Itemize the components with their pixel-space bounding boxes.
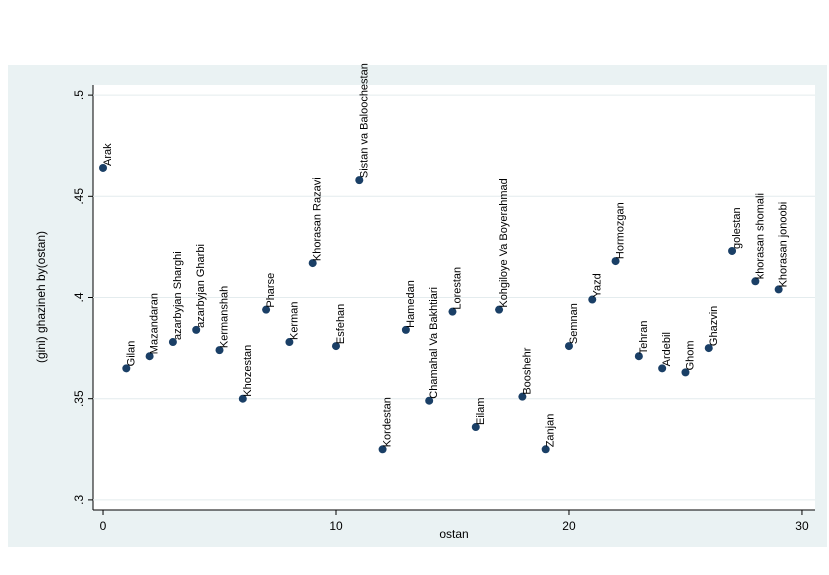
point-label: Hamedan: [405, 280, 417, 328]
point-label: Sistan va Baloochestan: [358, 63, 370, 178]
x-tick-label: 0: [100, 519, 107, 533]
point-label: Eilam: [475, 398, 487, 426]
point-label: golestan: [731, 207, 743, 249]
point-label: Zanjan: [545, 414, 557, 448]
point-label: Ardebil: [661, 332, 673, 366]
point-label: Mazandaran: [149, 293, 161, 354]
y-tick-label: .35: [72, 390, 86, 407]
point-label: Pharse: [265, 273, 277, 308]
x-tick-label: 30: [795, 519, 809, 533]
x-axis-title: ostan: [439, 527, 468, 541]
y-axis-title: (gini) ghazineh by(ostan): [34, 231, 48, 363]
point-label: Tehran: [638, 321, 650, 355]
point-label: Semnan: [568, 303, 580, 344]
point-label: Hormozgan: [615, 202, 627, 259]
point-label: Booshehr: [521, 347, 533, 394]
point-label: Khorasan jonoobi: [778, 202, 790, 288]
point-label: Kohgiloye Va Boyerahmad: [498, 178, 510, 307]
point-label: Lorestan: [451, 267, 463, 310]
y-tick-label: .3: [72, 495, 86, 505]
point-label: azarbyjan Gharbi: [195, 244, 207, 328]
point-label: Kerman: [288, 301, 300, 340]
y-tick-label: .4: [72, 292, 86, 302]
point-label: azarbyjan Sharghi: [172, 251, 184, 340]
point-label: Khozestan: [242, 345, 254, 397]
chart: ostan (gini) ghazineh by(ostan) .3 .35 .4.…: [0, 0, 829, 575]
point-label: Yazd: [591, 273, 603, 297]
point-label: khorasan shomali: [754, 193, 766, 279]
point-label: Esfehan: [335, 304, 347, 344]
point-label: Ghom: [684, 340, 696, 370]
x-tick-label: 20: [562, 519, 576, 533]
point-label: Chamahal Va Bakhtiari: [428, 287, 440, 399]
point-label: Gilan: [125, 341, 137, 367]
point-label: Khorasan Razavi: [312, 177, 324, 261]
point-label: Ghazvin: [708, 306, 720, 346]
x-tick-label: 10: [329, 519, 343, 533]
point-label: Kermanshah: [219, 286, 231, 348]
point-label: Arak: [102, 143, 114, 166]
point-label: Kordestan: [382, 397, 394, 447]
y-tick-label: .5: [72, 90, 86, 100]
page: {"chart_data": {"type": "scatter", "xlab…: [0, 0, 829, 575]
y-tick-label: .45: [72, 188, 86, 205]
